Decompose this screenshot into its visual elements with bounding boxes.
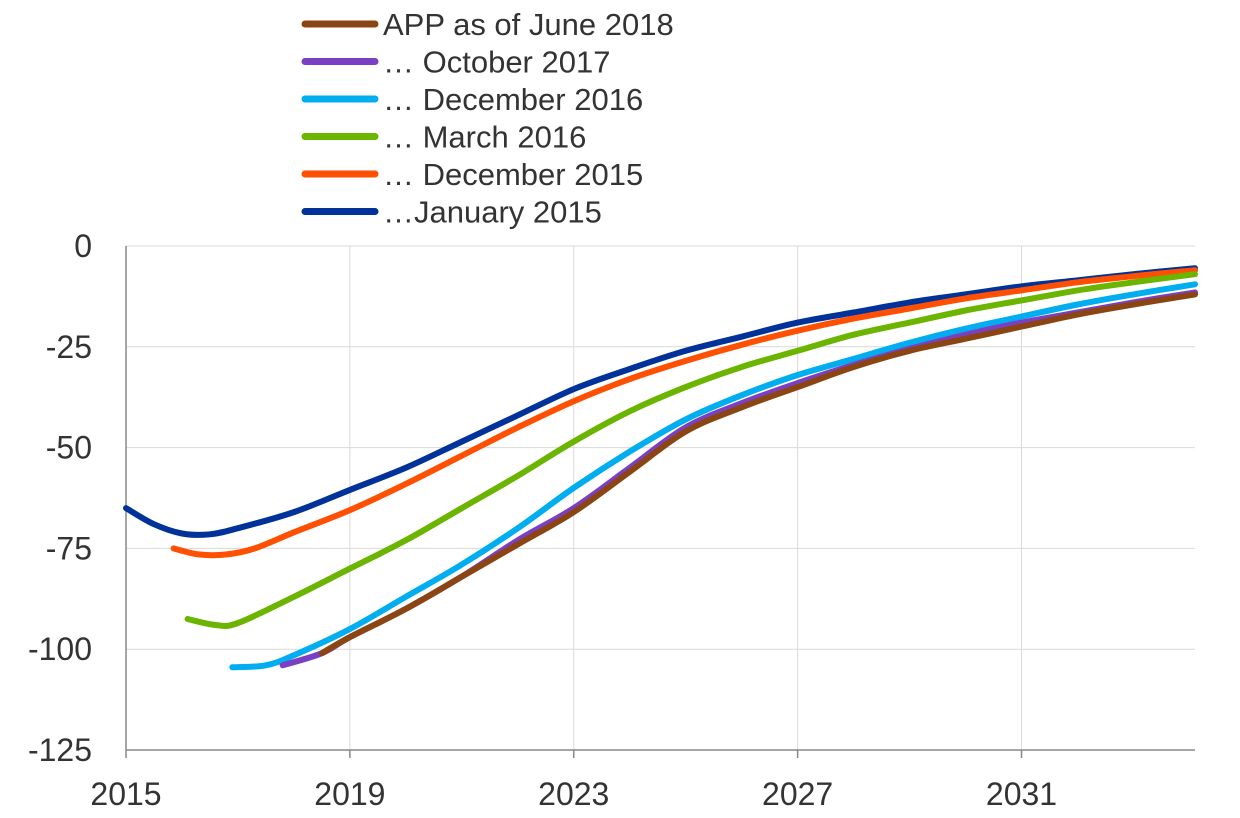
legend-label: APP as of June 2018 [383,7,674,42]
legend-label: … December 2015 [383,157,643,192]
series-line-4 [170,267,1198,559]
series-line-2 [229,281,1198,671]
x-tick-label: 2031 [986,776,1057,812]
series-line-0 [318,291,1198,657]
y-tick-label: 0 [74,228,92,264]
x-axis-ticks: 2015 2019 2023 2027 2031 [90,776,1057,812]
y-tick-label: -50 [46,430,92,466]
legend: APP as of June 2018… October 2017… Decem… [301,7,674,230]
axes [125,246,1195,758]
y-tick-label: -25 [46,329,92,365]
x-tick-label: 2015 [90,776,161,812]
x-tick-label: 2027 [762,776,833,812]
series-line-3 [184,271,1198,630]
y-axis-ticks: 0 -25 -50 -75 -100 -125 [28,228,92,768]
legend-label: … March 2016 [383,120,586,155]
y-tick-label: -125 [28,732,92,768]
series-lines [123,265,1198,671]
x-tick-label: 2023 [538,776,609,812]
series-line-5 [123,265,1198,538]
y-tick-label: -100 [28,631,92,667]
y-tick-label: -75 [46,530,92,566]
legend-label: … October 2017 [383,45,610,80]
legend-label: …January 2015 [383,195,602,230]
x-tick-label: 2019 [314,776,385,812]
legend-label: … December 2016 [383,82,643,117]
